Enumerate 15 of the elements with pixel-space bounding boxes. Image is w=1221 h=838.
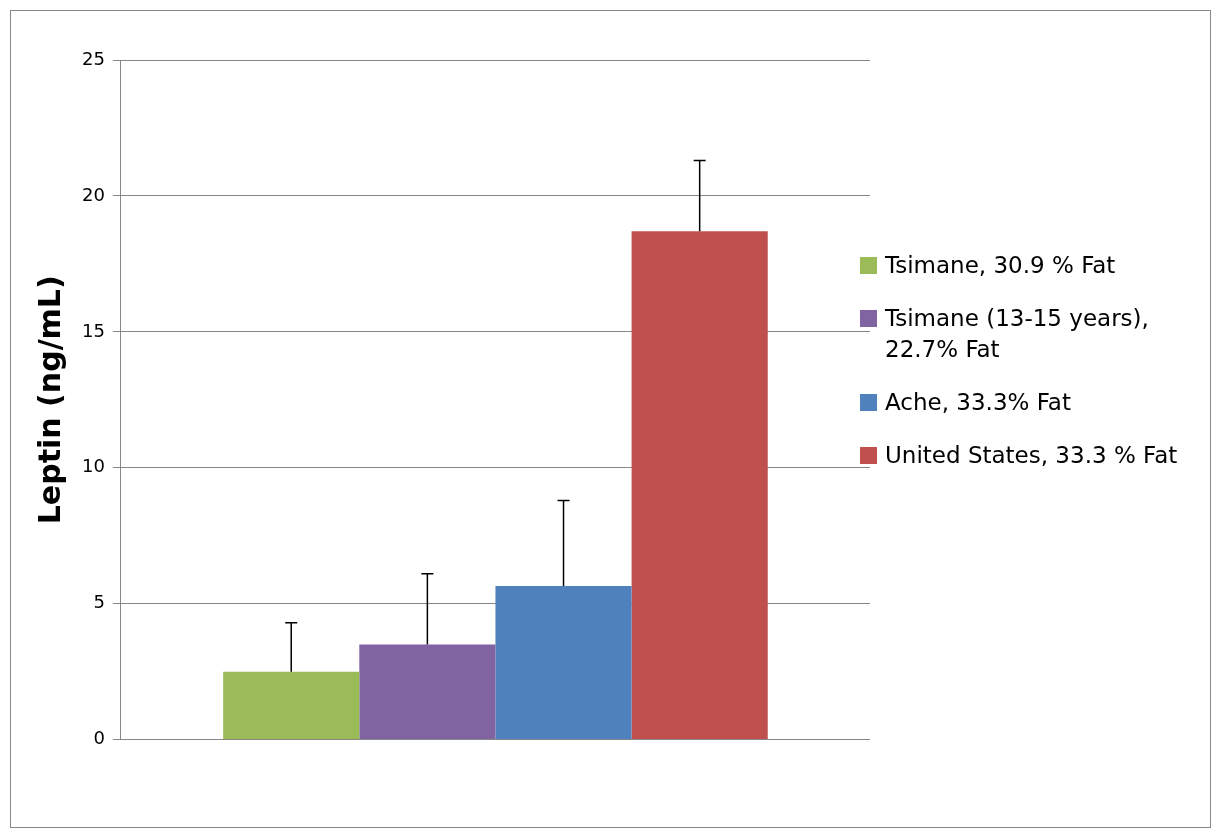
y-tick-label: 5 <box>93 591 105 613</box>
y-tick-label: 15 <box>82 319 105 341</box>
y-tick-label: 0 <box>93 727 105 749</box>
bar <box>631 231 768 740</box>
legend-label: United States, 33.3 % Fat <box>885 441 1178 470</box>
legend-label: Tsimane (13-15 years), 22.7% Fat <box>885 304 1150 364</box>
bar <box>223 671 360 740</box>
y-tick-label: 10 <box>82 455 105 477</box>
legend-label: Tsimane, 30.9 % Fat <box>885 251 1116 280</box>
y-axis-title: Leptin (ng/mL) <box>31 275 67 525</box>
y-tick-label: 20 <box>82 183 105 205</box>
bar <box>495 586 632 740</box>
y-tick-label: 25 <box>82 47 105 69</box>
bar <box>359 644 496 740</box>
legend-label: Ache, 33.3% Fat <box>885 388 1071 417</box>
